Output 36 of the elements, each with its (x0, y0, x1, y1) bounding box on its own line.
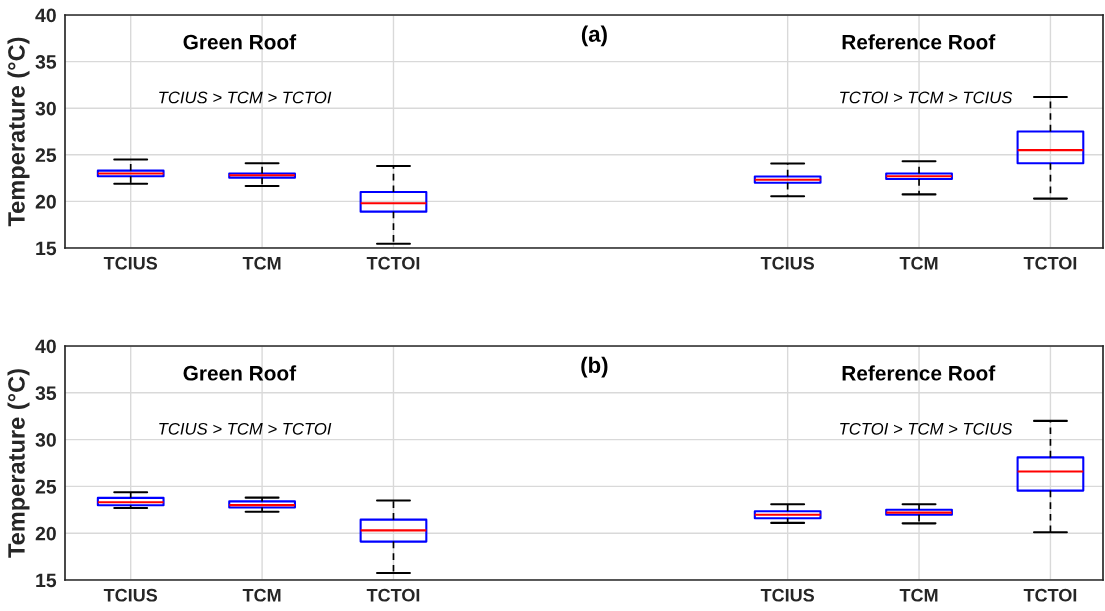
annotation: (b) (581, 356, 608, 378)
x-tick-label: TCM (242, 256, 281, 270)
annotation: (a) (581, 25, 607, 47)
y-tick-label: 15 (36, 573, 57, 588)
y-tick-label: 35 (35, 386, 57, 401)
y-tick-label: 25 (35, 479, 57, 494)
x-tick-label: TCM (899, 256, 938, 270)
y-tick-label: 15 (36, 241, 57, 256)
x-tick-label: TCM (242, 588, 281, 602)
x-tick-label: TCTOI (1023, 588, 1077, 602)
x-tick-label: TCIUS (103, 256, 158, 270)
y-tick-label: 25 (35, 148, 57, 163)
x-tick-label: TCIUS (760, 256, 815, 270)
annotation: Reference Roof (842, 365, 996, 381)
annotation: TCIUS > TCM > TCTOI (159, 91, 332, 104)
x-tick-label: TCM (899, 588, 938, 602)
y-tick-label: 40 (35, 8, 56, 23)
y-tick-label: 20 (35, 526, 56, 541)
annotation: Reference Roof (842, 34, 996, 50)
y-axis-title: Temperature (°C) (7, 37, 30, 227)
y-tick-label: 35 (35, 55, 57, 69)
annotation: TCTOI > TCM > TCIUS (840, 422, 1013, 435)
y-tick-label: 30 (35, 101, 56, 116)
annotation: Green Roof (183, 34, 297, 50)
y-tick-label: 20 (35, 194, 56, 209)
y-tick-label: 30 (35, 433, 56, 447)
x-tick-label: TCTOI (366, 588, 420, 602)
x-tick-label: TCTOI (366, 256, 420, 270)
y-axis-title: Temperature (°C) (7, 369, 30, 558)
x-tick-label: TCIUS (103, 588, 158, 602)
annotation: Green Roof (183, 365, 297, 381)
annotation: TCIUS > TCM > TCTOI (159, 422, 332, 435)
x-tick-label: TCIUS (760, 588, 815, 602)
x-tick-label: TCTOI (1023, 256, 1077, 270)
annotation: TCTOI > TCM > TCIUS (840, 91, 1013, 104)
y-tick-label: 40 (35, 339, 56, 354)
